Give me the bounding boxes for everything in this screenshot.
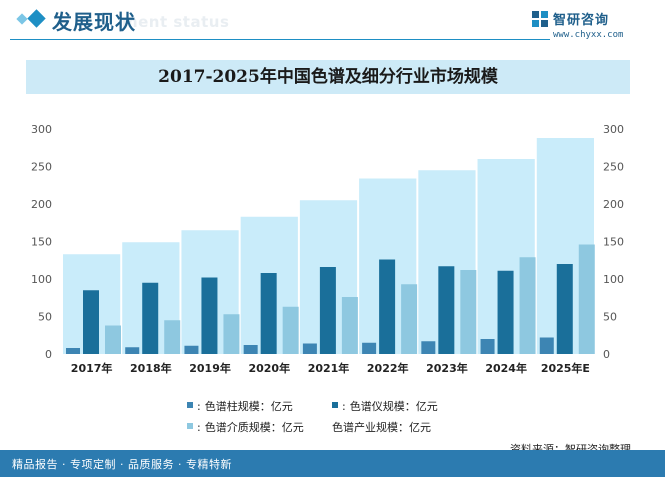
series-bar (379, 259, 396, 354)
header-diamond-icon (16, 13, 28, 25)
series-bar (125, 347, 140, 354)
y-tick-label-right: 100 (603, 273, 624, 286)
series-bar (105, 325, 121, 354)
series-bar (243, 345, 258, 354)
series-bar (578, 244, 595, 354)
y-tick-label-left: 50 (38, 311, 52, 324)
y-tick-label-right: 250 (603, 161, 624, 174)
y-tick-label-right: 200 (603, 198, 624, 211)
series-bar (556, 264, 573, 354)
y-tick-label-right: 50 (603, 311, 617, 324)
x-tick-label: 2023年 (426, 361, 468, 375)
series-bar (438, 266, 455, 354)
header-title: 发展现状 (52, 10, 136, 34)
legend-item-media: : 色谱介质规模：亿元 (187, 419, 304, 435)
series-bar (497, 270, 514, 354)
y-tick-label-right: 150 (603, 236, 624, 249)
y-tick-label-left: 300 (31, 123, 52, 136)
x-tick-label: 2017年 (71, 361, 113, 375)
series-bar (223, 314, 240, 354)
series-bar (539, 337, 554, 354)
y-tick-label-right: 300 (603, 123, 624, 136)
series-bar (341, 297, 358, 354)
legend-swatch (187, 402, 193, 408)
legend-item-industry: 色谱产业规模：亿元 (332, 419, 431, 435)
legend-label: 色谱柱规模：亿元 (204, 400, 293, 413)
x-tick-label: 2024年 (485, 361, 527, 375)
chart-title: 2017-2025年中国色谱及细分行业市场规模 (158, 67, 498, 87)
series-bar (362, 342, 377, 354)
legend-item-instrument: : 色谱仪规模：亿元 (332, 398, 438, 414)
series-bar (142, 282, 159, 354)
legend-item-column: : 色谱柱规模：亿元 (187, 398, 293, 414)
series-bar (164, 320, 181, 354)
series-bar (201, 277, 218, 354)
series-bar (480, 339, 495, 354)
brand-logo-icon (532, 11, 548, 27)
header-subtitle: ment status (122, 13, 230, 31)
header-divider (10, 39, 550, 40)
y-tick-label-right: 0 (603, 348, 610, 361)
brand-logo: 智研咨询 www.chyxx.com (531, 9, 641, 43)
y-tick-label-left: 0 (45, 348, 52, 361)
series-bar (260, 273, 277, 354)
x-tick-label: 2018年 (130, 361, 172, 375)
brand-name: 智研咨询 (553, 13, 610, 28)
series-bar (282, 306, 299, 354)
footer-text: 精品报告 · 专项定制 · 品质服务 · 专精特新 (12, 458, 232, 471)
series-bar (421, 341, 436, 354)
x-tick-label: 2025年E (541, 361, 590, 375)
series-bar (302, 343, 317, 354)
page-header: ment status 发展现状 智研咨询 www.chyxx.com (0, 0, 665, 42)
series-bar (66, 348, 80, 354)
legend-label: 色谱产业规模：亿元 (332, 421, 431, 434)
series-bar (401, 284, 418, 354)
y-tick-label-left: 100 (31, 273, 52, 286)
y-tick-label-left: 250 (31, 161, 52, 174)
header-diamond-icon (27, 9, 46, 28)
page-footer: 精品报告 · 专项定制 · 品质服务 · 专精特新 (0, 450, 665, 477)
y-tick-label-left: 150 (31, 236, 52, 249)
legend-swatch (187, 423, 193, 429)
brand-url: www.chyxx.com (553, 30, 624, 40)
legend-label: 色谱介质规模：亿元 (204, 421, 304, 434)
series-bar (519, 257, 536, 354)
x-tick-label: 2019年 (189, 361, 231, 375)
series-bar (460, 270, 477, 354)
x-tick-label: 2022年 (367, 361, 409, 375)
series-bar (319, 267, 336, 354)
chart-title-band: 2017-2025年中国色谱及细分行业市场规模 (26, 60, 630, 94)
legend-swatch (332, 402, 338, 408)
series-bar (83, 290, 99, 354)
x-tick-label: 2020年 (248, 361, 290, 375)
y-tick-label-left: 200 (31, 198, 52, 211)
x-tick-label: 2021年 (308, 361, 350, 375)
series-bar (184, 345, 199, 354)
bar-chart: 0 0 50 50 100 100 150 150 200 200 250 250 300 300 2017… (31, 123, 624, 375)
legend-label: 色谱仪规模：亿元 (349, 400, 438, 413)
